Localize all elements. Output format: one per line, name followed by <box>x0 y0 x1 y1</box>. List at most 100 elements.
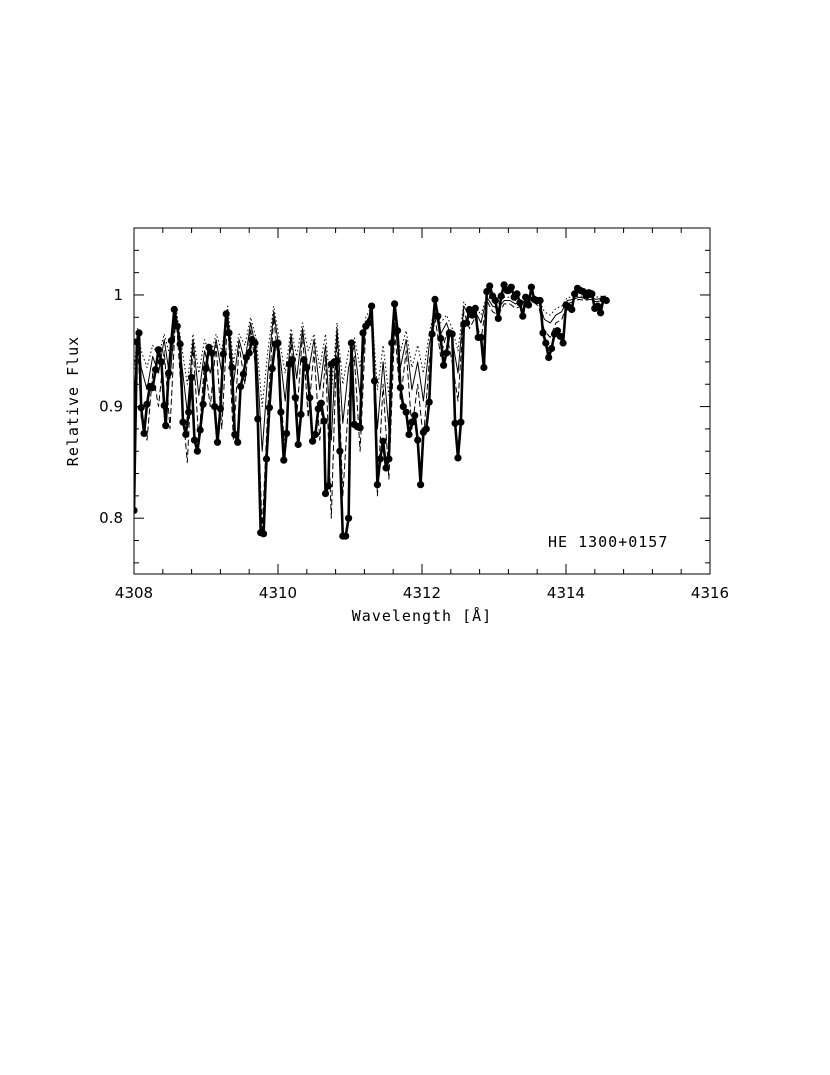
data-point <box>428 330 436 338</box>
data-point <box>216 405 224 413</box>
data-point <box>391 300 399 308</box>
data-point <box>231 430 239 439</box>
data-point <box>527 283 536 291</box>
data-point <box>442 349 451 357</box>
data-point <box>431 295 439 303</box>
data-point <box>199 400 207 408</box>
data-point <box>165 369 173 377</box>
data-point <box>539 329 547 337</box>
data-point <box>379 437 387 445</box>
data-point <box>300 356 308 364</box>
data-point <box>162 422 170 430</box>
data-point <box>297 410 305 418</box>
data-point <box>382 464 390 472</box>
data-point <box>283 429 291 437</box>
data-point <box>486 282 494 290</box>
data-point <box>140 429 148 437</box>
x-axis-label: Wavelength [Å] <box>352 606 492 625</box>
data-point <box>465 305 474 314</box>
x-tick-label: 4316 <box>691 584 729 602</box>
x-tick-label: 4310 <box>259 584 297 602</box>
data-point <box>342 532 350 540</box>
data-point <box>525 301 533 309</box>
data-point <box>463 319 471 327</box>
data-point <box>137 404 145 412</box>
series-layer <box>134 281 610 540</box>
data-point <box>507 283 515 291</box>
data-point <box>219 350 227 358</box>
data-point <box>457 418 465 426</box>
data-point <box>437 334 445 343</box>
x-tick-label: 4312 <box>403 584 441 602</box>
data-point <box>359 329 367 337</box>
data-point <box>522 293 530 301</box>
data-point <box>196 426 204 434</box>
data-point <box>170 305 178 314</box>
data-point <box>402 408 410 416</box>
data-point <box>265 404 273 412</box>
data-point <box>448 330 456 338</box>
data-point <box>294 440 302 449</box>
data-point <box>213 438 222 446</box>
data-point <box>288 356 296 364</box>
data-point <box>556 332 564 340</box>
data-point <box>542 339 550 347</box>
data-point <box>393 327 402 335</box>
data-point <box>306 394 314 402</box>
data-point <box>559 339 567 347</box>
data-point <box>411 411 419 420</box>
data-point <box>477 333 485 341</box>
data-point <box>237 382 245 391</box>
data-point <box>309 437 317 445</box>
data-point <box>274 339 282 347</box>
data-point <box>519 312 527 320</box>
data-point <box>370 377 379 385</box>
data-point <box>440 361 448 369</box>
data-point <box>211 403 219 411</box>
data-point <box>373 481 381 489</box>
data-point <box>280 456 288 464</box>
data-point <box>182 430 190 439</box>
annotation-label: HE 1300+0157 <box>548 533 668 551</box>
data-point <box>239 370 247 378</box>
data-point <box>422 425 430 433</box>
data-point <box>324 482 332 490</box>
data-point <box>254 415 262 423</box>
data-point <box>536 296 544 305</box>
x-tick-label: 4308 <box>115 584 153 602</box>
data-point <box>208 349 216 357</box>
data-point <box>228 363 236 372</box>
data-point <box>157 358 165 366</box>
data-point <box>321 490 330 498</box>
data-point <box>193 447 201 455</box>
data-point <box>167 337 175 345</box>
y-axis-label: Relative Flux <box>64 336 82 466</box>
data-point <box>500 281 508 289</box>
data-point <box>356 424 364 432</box>
data-point <box>396 384 404 392</box>
data-point <box>451 419 459 427</box>
y-tick-label: 0.8 <box>99 509 123 527</box>
data-point <box>268 365 276 373</box>
data-point <box>399 403 407 411</box>
data-point <box>202 365 210 373</box>
data-point <box>480 363 488 372</box>
data-point <box>471 304 479 312</box>
data-point <box>553 327 562 335</box>
series-line-dashed <box>134 298 607 530</box>
data-point <box>262 455 271 463</box>
data-point <box>594 302 602 310</box>
data-point <box>205 343 213 351</box>
data-point <box>149 384 157 392</box>
data-point <box>568 305 576 314</box>
data-point <box>497 292 505 300</box>
data-point <box>347 339 355 347</box>
data-point <box>317 399 325 407</box>
data-point <box>597 309 605 317</box>
data-point <box>405 430 413 439</box>
data-point <box>225 329 233 337</box>
y-tick-label: 1 <box>113 286 123 304</box>
data-point <box>388 339 396 347</box>
data-point <box>434 312 442 320</box>
